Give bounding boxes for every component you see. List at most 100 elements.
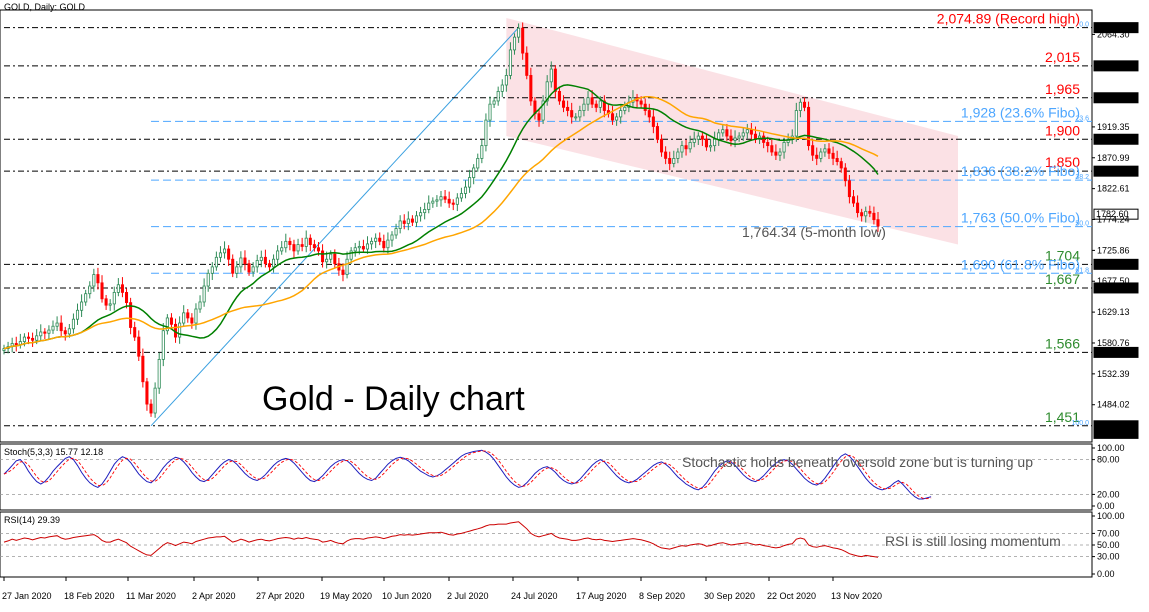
descending-channel [506,18,958,245]
candle-body [165,317,169,332]
price-tag-box [1093,165,1139,177]
candle-body [67,328,71,335]
price-tag-label: 1451.00 [1096,421,1129,431]
candle-body [570,110,574,118]
candle-body [31,337,35,341]
candle-body [590,97,594,105]
candle-body [794,110,798,137]
candle-body [647,110,651,118]
candle-body [247,263,251,273]
candle-body [108,303,112,306]
osc-tick-label: 50.00 [1097,540,1120,550]
price-tag-box [1093,133,1139,145]
candle-body [562,100,566,108]
price-tick-label: 1532.39 [1097,369,1130,379]
candle-body [308,237,312,245]
level-label: 2,015 [1045,49,1080,65]
horizontal-levels [4,27,1092,427]
price-tag-label: 1965.00 [1096,93,1129,103]
price-tag-box [1093,427,1139,439]
candle-body [402,220,406,224]
candle-body [672,157,676,164]
sma-fast-line [3,84,879,350]
price-tag-label: 2074.89 [1096,23,1129,33]
candle-body [819,151,823,159]
price-tag-box [1093,208,1139,220]
candle-body [856,202,860,214]
price-tag-label: 1900.00 [1096,134,1129,144]
candle-body [255,260,259,268]
candle-body [22,336,26,342]
candle-body [611,113,615,121]
candle-body [566,106,570,111]
candle-body [435,199,439,202]
date-tick-label: 19 May 2020 [320,591,372,601]
level-label: 1,836 (38.2% Fibo) [961,163,1080,179]
candle-body [284,240,288,249]
candle-body [378,237,382,242]
candle-body [831,152,835,159]
date-tick-label: 27 Apr 2020 [256,591,305,601]
candle-body [872,212,876,221]
candle-body [680,145,684,153]
candle-body [749,129,753,135]
candle-body [43,331,47,334]
candle-body [153,387,157,414]
price-tag-label: 1439.10 [1096,428,1129,438]
date-tick-label: 10 Jun 2020 [382,591,432,601]
fibo-tag: 23.6 [1075,115,1089,122]
candle-body [774,151,778,156]
candle-body [733,137,737,141]
candle-body [26,336,31,339]
candle-body [182,312,186,324]
level-label: 1,566 [1045,335,1080,351]
candle-body [447,198,451,204]
candle-body [390,234,394,241]
candle-body [198,301,202,310]
price-tick-label: 1870.99 [1097,153,1130,163]
osc-tick-label: 30.00 [1097,552,1120,562]
candle-body [709,145,713,148]
date-tick-label: 17 Aug 2020 [576,591,627,601]
osc-tick-label: 20.00 [1097,489,1120,499]
level-label: 2,074.89 (Record high) [937,11,1080,27]
candle-body [676,151,680,159]
price-tag-label: 1566.00 [1096,347,1129,357]
candle-body [357,246,361,249]
symbol-label: GOLD, Daily: GOLD [4,2,86,12]
candle-body [545,81,549,102]
candle-body [692,138,696,143]
level-label: 1,965 [1045,81,1080,97]
candles [2,22,880,418]
candle-body [321,250,325,263]
candle-body [125,292,129,304]
candle-body [537,113,541,121]
candle-body [745,129,749,134]
candle-body [39,331,43,337]
candle-body [141,355,145,383]
candle-body [218,252,222,258]
candle-body [615,116,619,121]
fibo-tag: 100.0 [1071,420,1089,427]
osc-tick-label: 80.00 [1097,455,1120,465]
candle-body [778,151,782,156]
osc-tick-label: 100.00 [1097,511,1125,521]
candle-body [341,269,345,275]
candle-body [75,309,80,320]
candle-body [876,219,880,227]
candle-body [557,90,561,102]
osc-tick-label: 0.00 [1097,501,1115,511]
stochastic-note: Stochastic holds beneath oversold zone b… [682,454,1033,470]
candle-body [594,103,598,108]
candle-body [353,247,357,252]
date-tick-label: 22 Oct 2020 [767,591,816,601]
candle-body [239,257,243,268]
candle-body [63,330,67,335]
osc-signal-line [3,450,932,500]
candle-body [770,145,774,153]
date-tick-label: 2 Apr 2020 [192,591,236,601]
candle-body [161,330,165,360]
candle-body [300,244,304,247]
level-label: 1,704 [1045,247,1080,263]
